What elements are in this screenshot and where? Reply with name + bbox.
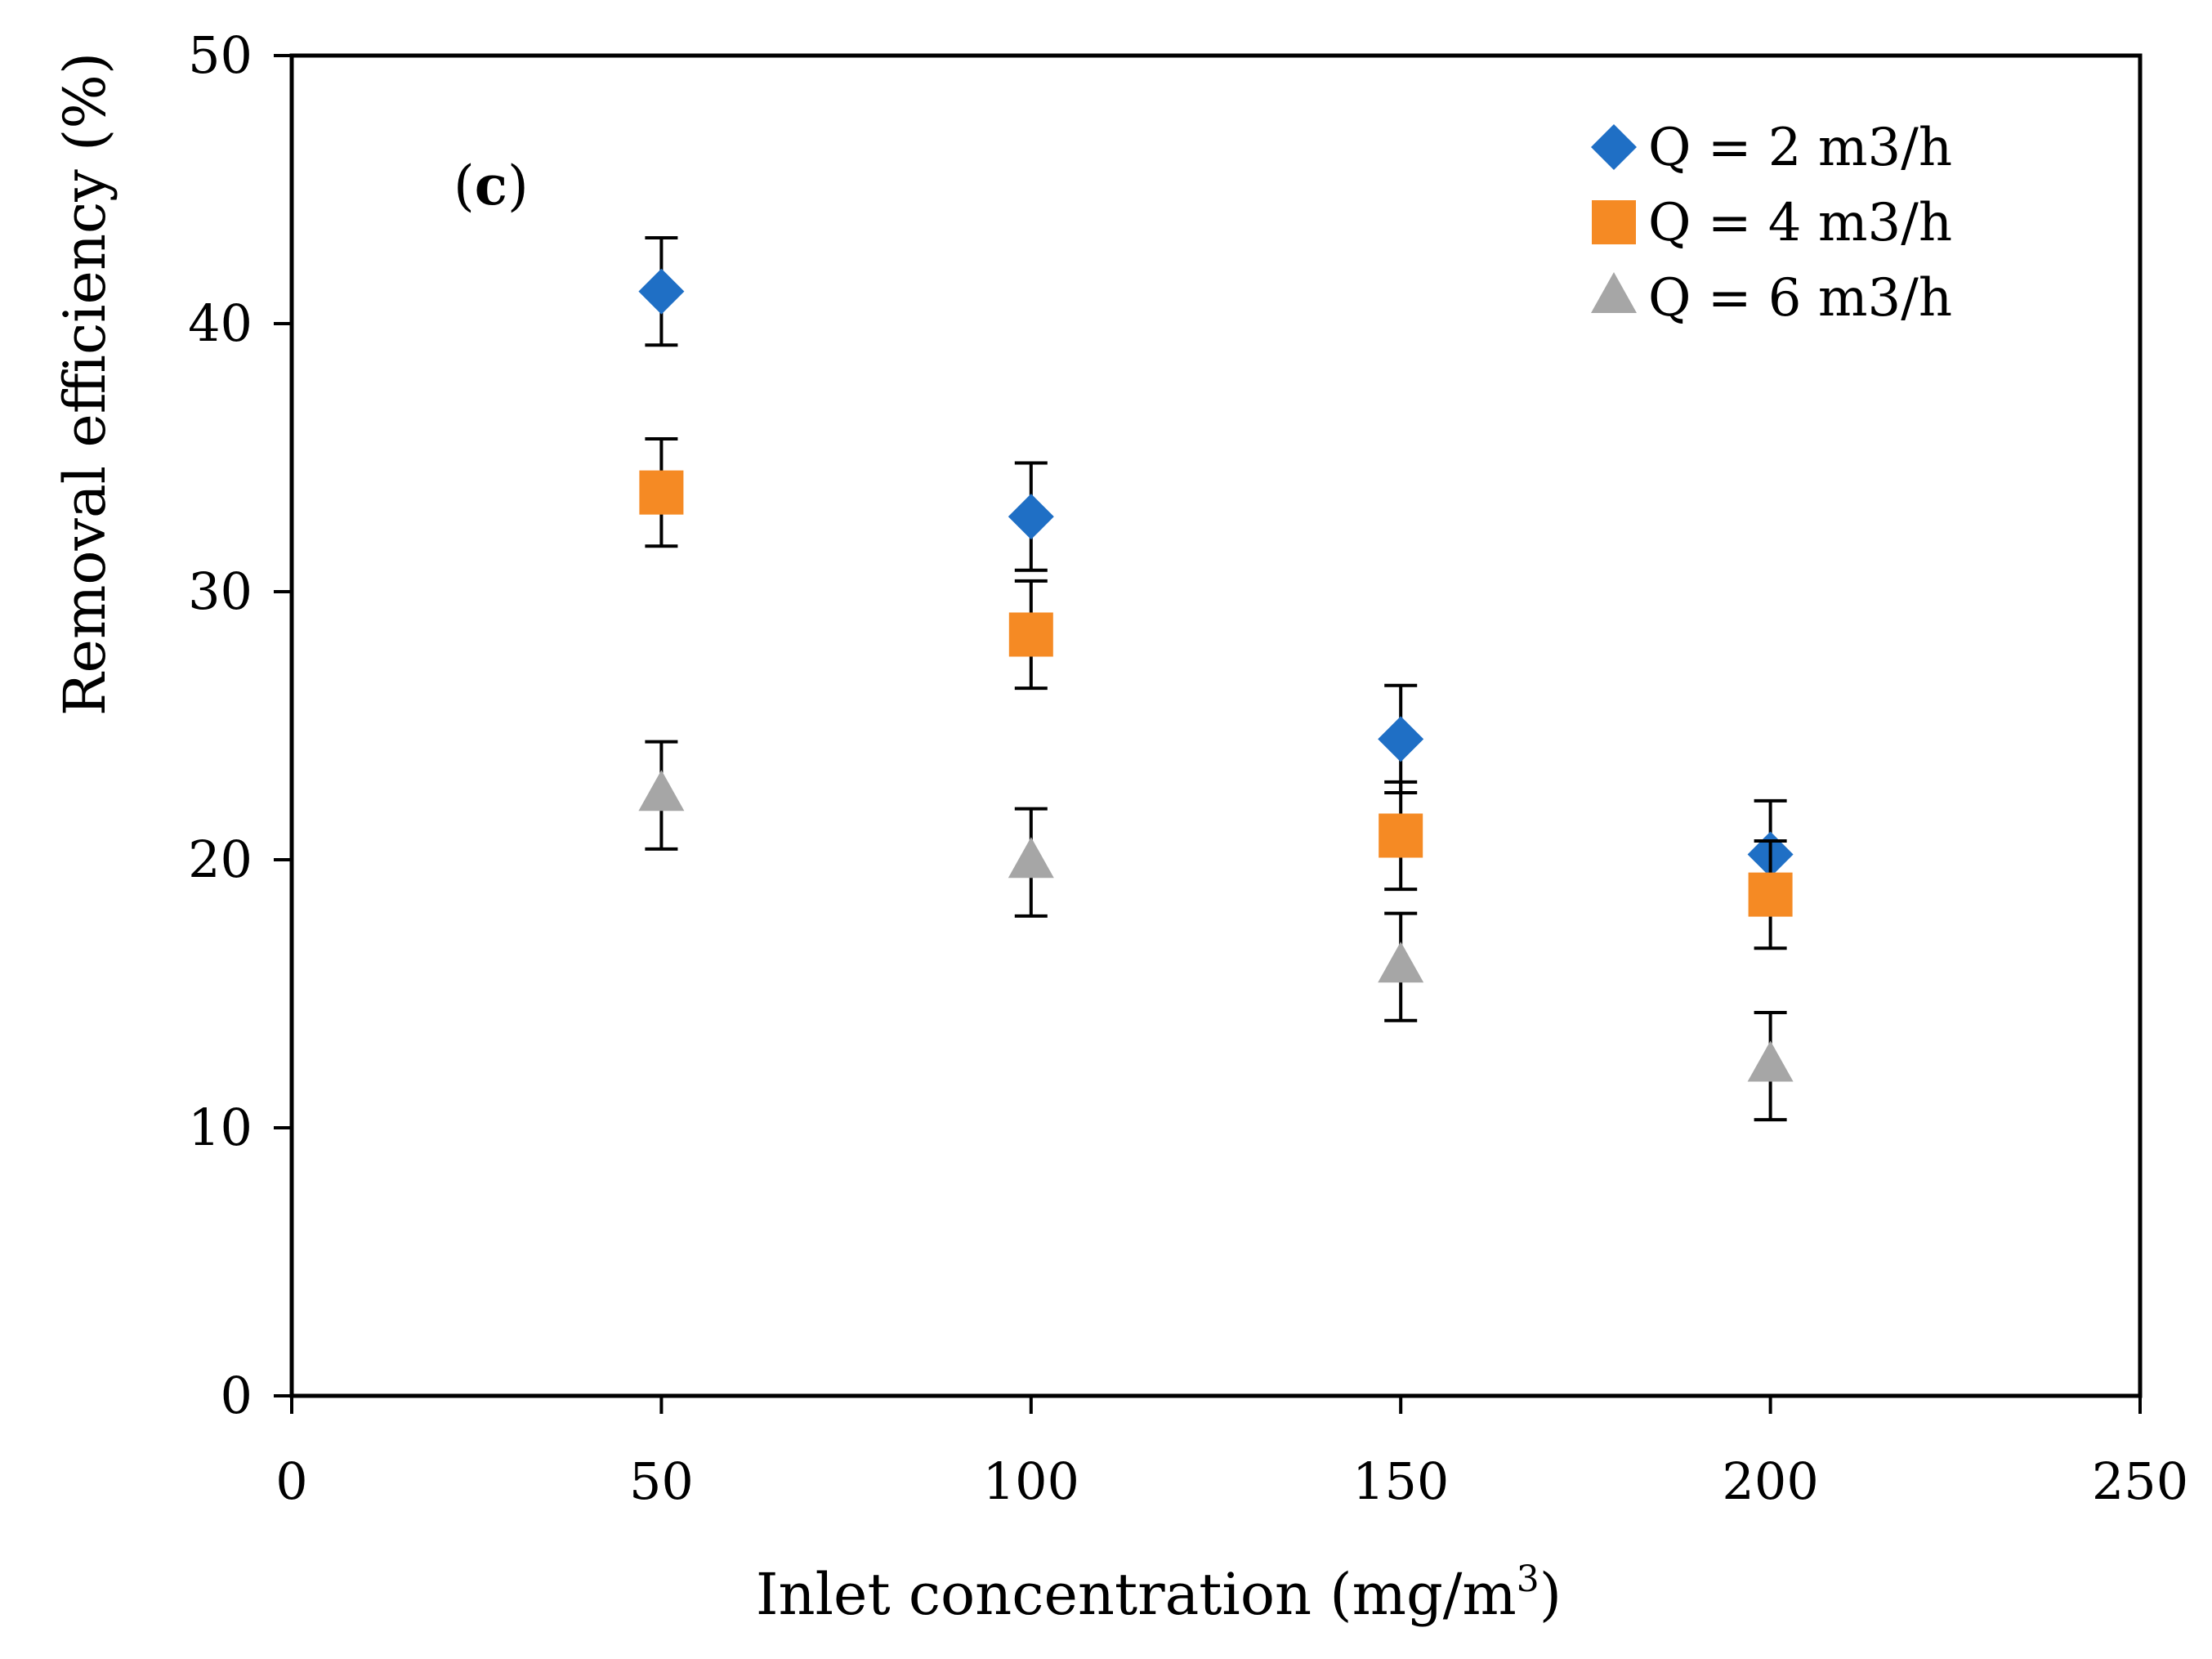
legend-marker-1 [1591,124,1637,170]
y-tick-label: 40 [188,293,252,353]
x-axis-title: Inlet concentration (mg/m3) [756,1558,1562,1628]
x-tick-label: 250 [2092,1451,2188,1511]
data-point [638,268,685,315]
legend-label-1: Q = 2 m3/h [1648,118,1952,178]
series-1 [638,236,1794,910]
series-3 [638,740,1794,1122]
x-tick-label: 100 [983,1451,1079,1511]
x-tick-label: 0 [275,1451,307,1511]
legend-label-2: Q = 4 m3/h [1648,193,1952,253]
legend: Q = 2 m3/h Q = 4 m3/h Q = 6 m3/h [1591,118,1952,329]
data-point [1008,494,1054,540]
legend-marker-3 [1591,272,1637,313]
series-2 [639,437,1793,950]
y-tick-label: 50 [188,25,252,85]
y-tick-label: 20 [188,830,252,889]
y-tick-label: 30 [188,561,252,621]
x-tick-label: 50 [629,1451,694,1511]
plot-area [289,53,2143,1398]
x-tick-label: 200 [1722,1451,1818,1511]
data-point [1379,813,1423,858]
data-series [638,236,1794,1122]
data-point [639,470,684,515]
x-tick-label: 150 [1352,1451,1449,1511]
data-point [638,770,685,812]
y-axis-title: Removal efficiency (%) [51,52,118,716]
legend-label-3: Q = 6 m3/h [1648,268,1952,329]
data-point [1378,716,1424,762]
data-point [1008,612,1053,657]
y-tick-label: 10 [188,1098,252,1157]
axis-ticks: 0 10 20 30 40 50 0 50 100 150 200 250 [188,25,2188,1511]
panel-label: (c) [454,154,529,217]
legend-marker-2 [1592,200,1636,244]
y-tick-label: 0 [221,1366,252,1425]
data-point [1747,1040,1794,1082]
data-point [1008,837,1054,879]
data-point [1748,872,1793,917]
data-point [1378,941,1424,983]
